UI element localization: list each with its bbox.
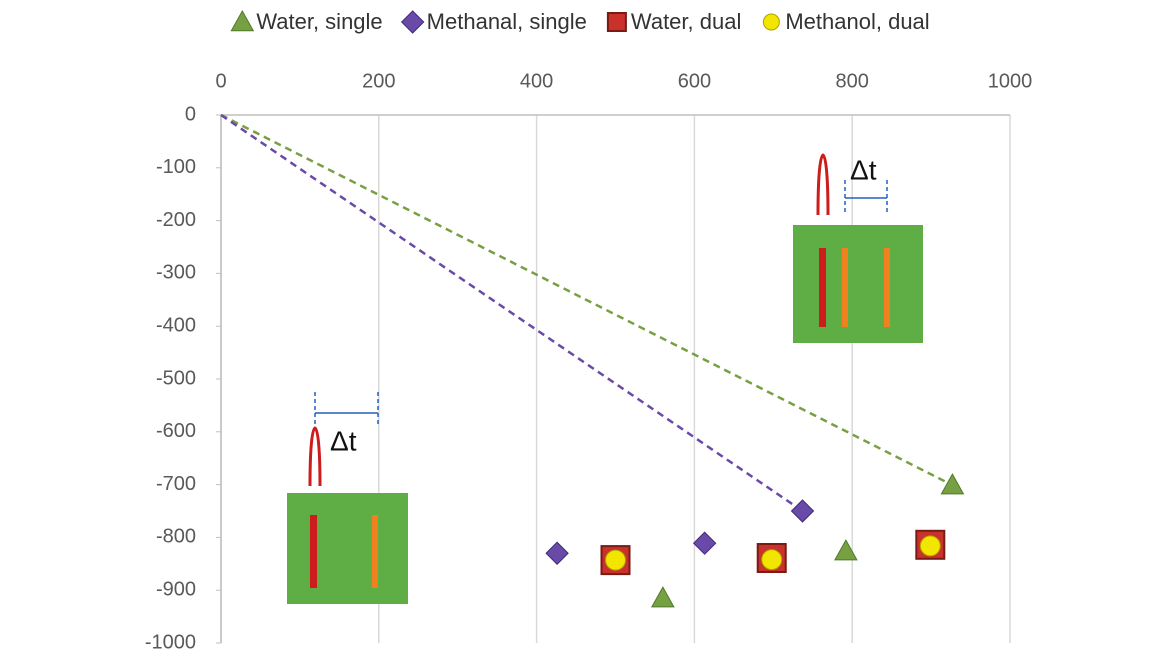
- y-tick-label: -100: [156, 156, 196, 178]
- x-tick-label: 200: [362, 70, 395, 92]
- marker: [650, 586, 675, 608]
- marker: [940, 473, 965, 495]
- y-tick-label: -300: [156, 262, 196, 284]
- x-tick-label: 600: [678, 70, 711, 92]
- y-tick-label: -800: [156, 526, 196, 548]
- y-tick-label: 0: [185, 103, 196, 125]
- marker: [834, 539, 858, 561]
- legend-label: Methanol, dual: [785, 9, 929, 34]
- x-tick-label: 400: [520, 70, 553, 92]
- inset-bar: [310, 515, 317, 588]
- marker: [605, 549, 626, 571]
- inset-box: [287, 493, 408, 604]
- y-tick-label: -600: [156, 420, 196, 442]
- inset-bar: [372, 515, 378, 588]
- inset-bar: [884, 248, 890, 327]
- inset-flame: [308, 426, 322, 487]
- x-tick-label: 1000: [988, 70, 1033, 92]
- y-tick-label: -700: [156, 473, 196, 495]
- inset-bar: [842, 248, 848, 327]
- legend: Water, single Methanal, single Water, dual…: [230, 9, 930, 34]
- inset-right: Δt: [793, 153, 923, 343]
- plot-back: [216, 113, 1011, 644]
- y-tick-label: -500: [156, 367, 196, 389]
- legend-marker: [762, 13, 780, 31]
- annotation: Δt: [850, 154, 877, 185]
- marker: [692, 531, 717, 555]
- y-tick-label: -400: [156, 314, 196, 336]
- y-tick-label: -1000: [145, 631, 196, 653]
- marker: [761, 549, 783, 571]
- inset-left: Δt: [287, 392, 408, 604]
- x-tick-label: 800: [836, 70, 869, 92]
- marker: [790, 499, 815, 523]
- annotation: Δt: [330, 425, 357, 456]
- marker: [919, 535, 941, 557]
- inset-bar: [819, 248, 826, 327]
- inset-box: [793, 225, 923, 343]
- legend-label: Water, single: [256, 9, 382, 34]
- y-tick-label: -200: [156, 209, 196, 231]
- y-tick-label: -900: [156, 578, 196, 600]
- x-tick-label: 0: [215, 70, 226, 92]
- legend-marker: [230, 9, 255, 32]
- legend-label: Methanal, single: [427, 9, 587, 34]
- trend-line: [220, 113, 953, 487]
- legend-marker: [606, 12, 627, 32]
- trend-line: [220, 113, 804, 513]
- marker: [545, 541, 569, 565]
- legend-marker: [400, 10, 425, 34]
- legend-label: Water, dual: [631, 9, 741, 34]
- inset-flame: [816, 153, 830, 216]
